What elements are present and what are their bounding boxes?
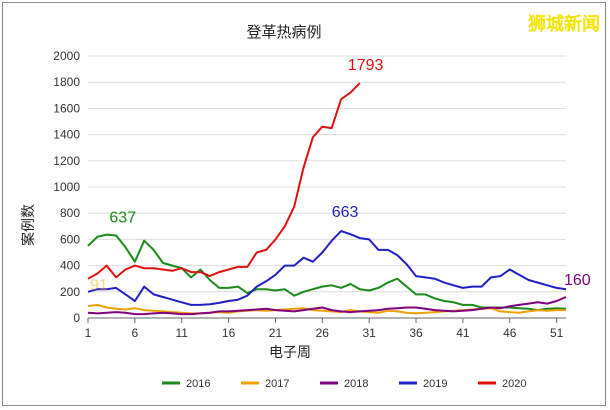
annotation-2018: 160 xyxy=(564,272,591,289)
legend-label-2019: 2019 xyxy=(423,378,447,390)
y-tick-label: 400 xyxy=(60,259,80,273)
annotation-2020: 1793 xyxy=(348,57,384,74)
y-axis-ticks: 0 200 400 600 800 1000 1200 1400 1600 1800 2000 xyxy=(53,49,80,325)
annotation-2019: 663 xyxy=(332,204,359,221)
x-tick-label: 26 xyxy=(316,326,330,340)
x-tick-label: 21 xyxy=(269,326,283,340)
legend: 2016 2017 2018 2019 2020 xyxy=(162,378,526,390)
grid-lines xyxy=(88,55,566,319)
y-tick-label: 200 xyxy=(60,285,80,299)
annotation-2016: 637 xyxy=(109,210,136,227)
series-line-2018 xyxy=(87,296,567,316)
x-tick-label: 16 xyxy=(222,326,236,340)
series-lines xyxy=(87,82,567,316)
y-tick-label: 1200 xyxy=(53,154,80,168)
annotation-2017: 91 xyxy=(90,277,108,294)
y-tick-label: 2000 xyxy=(53,49,80,63)
y-tick-label: 1600 xyxy=(53,101,80,115)
y-tick-label: 1400 xyxy=(53,128,80,142)
y-tick-label: 1000 xyxy=(53,180,80,194)
y-axis-label: 案例数 xyxy=(20,204,37,246)
y-tick-label: 1800 xyxy=(53,75,80,89)
chart-title: 登革热病例 xyxy=(246,23,321,41)
y-tick-label: 800 xyxy=(60,206,80,220)
x-tick-label: 46 xyxy=(503,326,517,340)
y-tick-label: 600 xyxy=(60,232,80,246)
x-tick-label: 51 xyxy=(550,326,564,340)
x-axis-ticks: 1 6 11 16 21 26 31 36 41 46 51 xyxy=(85,318,564,340)
x-tick-label: 36 xyxy=(409,326,423,340)
series-line-2019 xyxy=(87,230,567,306)
watermark-logo: 狮城新闻 xyxy=(528,13,600,35)
legend-label-2016: 2016 xyxy=(186,378,210,390)
x-tick-label: 1 xyxy=(85,326,92,340)
chart-frame xyxy=(2,2,606,406)
series-line-2020 xyxy=(87,82,361,280)
legend-label-2017: 2017 xyxy=(265,378,289,390)
legend-label-2018: 2018 xyxy=(344,378,368,390)
y-tick-label: 0 xyxy=(73,311,80,325)
x-tick-label: 41 xyxy=(456,326,470,340)
annotations: 637 91 663 1793 160 xyxy=(90,57,591,294)
x-tick-label: 6 xyxy=(132,326,139,340)
legend-label-2020: 2020 xyxy=(502,378,526,390)
x-axis-label: 电子周 xyxy=(269,345,311,361)
x-tick-label: 31 xyxy=(362,326,376,340)
x-tick-label: 11 xyxy=(175,326,188,340)
